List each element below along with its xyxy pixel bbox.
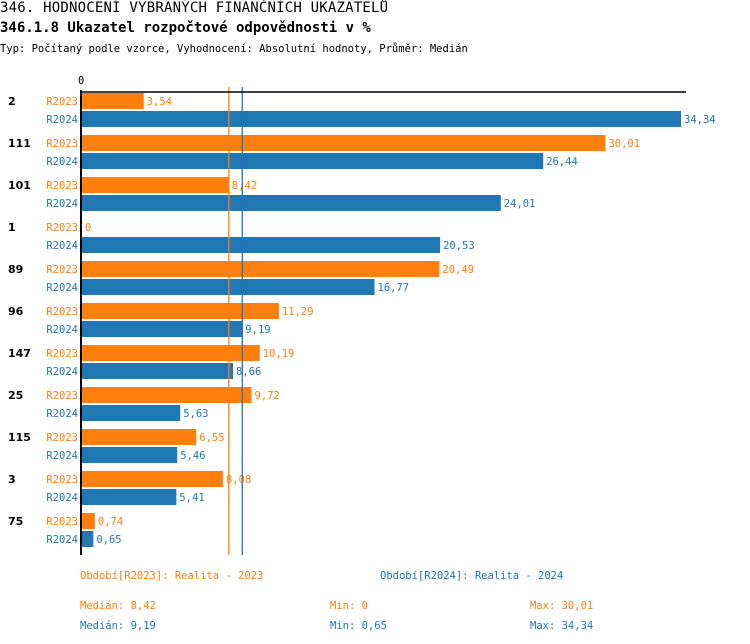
value-label: 8,66 [236, 366, 261, 378]
series-label: R2023 [46, 180, 78, 192]
value-label: 26,44 [546, 156, 578, 168]
value-label: 5,63 [183, 408, 208, 420]
value-label: 0,65 [96, 534, 121, 546]
indicator-title: 346.1.8 Ukazatel rozpočtové odpovědnosti… [0, 20, 371, 36]
category-label: 25 [8, 389, 23, 402]
median-r2024: Medián: 9,19 [80, 620, 156, 632]
series-label: R2024 [46, 408, 78, 420]
value-label: 6,55 [199, 432, 224, 444]
bar-r2023 [82, 345, 260, 361]
bar-r2023 [82, 177, 229, 193]
category-label: 111 [8, 137, 31, 150]
report-title: 346. HODNOCENÍ VYBRANÝCH FINANČNÍCH UKAZ… [0, 0, 389, 16]
bar-r2024 [82, 405, 181, 421]
category-label: 3 [8, 473, 16, 486]
bar-r2024 [82, 321, 243, 337]
min-r2023: Min: 0 [330, 600, 368, 612]
bar-r2023 [82, 303, 279, 319]
bar-r2024 [82, 237, 441, 253]
series-label: R2023 [46, 474, 78, 486]
category-label: 75 [8, 515, 23, 528]
value-label: 34,34 [684, 114, 716, 126]
series-label: R2024 [46, 492, 78, 504]
series-label: R2024 [46, 156, 78, 168]
bar-r2023 [82, 135, 606, 151]
value-label: 20,49 [442, 264, 474, 276]
value-label: 0,74 [98, 516, 123, 528]
value-label: 11,29 [282, 306, 314, 318]
series-label: R2024 [46, 114, 78, 126]
bar-r2023 [82, 513, 95, 529]
series-label: R2024 [46, 240, 78, 252]
bar-r2023 [82, 429, 197, 445]
series-label: R2024 [46, 324, 78, 336]
value-label: 3,54 [147, 96, 172, 108]
category-label: 115 [8, 431, 31, 444]
bar-r2024 [82, 447, 178, 463]
series-label: R2023 [46, 432, 78, 444]
value-label: 9,72 [255, 390, 280, 402]
series-label: R2024 [46, 198, 78, 210]
series-label: R2023 [46, 264, 78, 276]
series-label: R2024 [46, 366, 78, 378]
median-r2023: Medián: 8,42 [80, 600, 156, 612]
legend-r2024: Období[R2024]: Realita - 2024 [380, 570, 564, 582]
value-label: 8,42 [232, 180, 257, 192]
series-label: R2024 [46, 450, 78, 462]
series-label: R2023 [46, 390, 78, 402]
legend-r2023: Období[R2023]: Realita - 2023 [80, 570, 264, 582]
value-label: 30,01 [608, 138, 640, 150]
bar-r2024 [82, 489, 177, 505]
max-r2023: Max: 30,01 [530, 600, 594, 612]
value-label: 20,53 [443, 240, 475, 252]
category-label: 2 [8, 95, 16, 108]
value-label: 5,46 [180, 450, 205, 462]
series-label: R2024 [46, 282, 78, 294]
category-label: 96 [8, 305, 24, 318]
series-label: R2023 [46, 222, 78, 234]
axis-zero-label: 0 [78, 75, 84, 87]
series-label: R2023 [46, 516, 78, 528]
series-label: R2023 [46, 348, 78, 360]
value-label: 10,19 [263, 348, 295, 360]
bar-r2023 [82, 471, 223, 487]
category-label: 89 [8, 263, 23, 276]
series-label: R2023 [46, 96, 78, 108]
bar-r2024 [82, 111, 681, 127]
series-label: R2023 [46, 306, 78, 318]
indicator-info: Typ: Počítaný podle vzorce, Vyhodnocení:… [0, 43, 468, 55]
series-label: R2024 [46, 534, 78, 546]
value-label: 16,77 [378, 282, 410, 294]
category-label: 1 [8, 221, 16, 234]
bar-r2023 [82, 261, 440, 277]
bar-r2024 [82, 363, 234, 379]
bar-r2023 [82, 93, 144, 109]
bar-r2023 [82, 387, 252, 403]
bar-r2024 [82, 531, 94, 547]
category-label: 101 [8, 179, 31, 192]
series-label: R2023 [46, 138, 78, 150]
max-r2024: Max: 34,34 [530, 620, 594, 632]
category-label: 147 [8, 347, 31, 360]
value-label: 9,19 [245, 324, 270, 336]
bar-r2024 [82, 195, 501, 211]
value-label: 5,41 [179, 492, 204, 504]
min-r2024: Min: 0,65 [330, 620, 387, 632]
value-label: 24,01 [504, 198, 536, 210]
value-label: 0 [85, 222, 91, 234]
bar-r2024 [82, 153, 544, 169]
value-label: 8,08 [226, 474, 251, 486]
